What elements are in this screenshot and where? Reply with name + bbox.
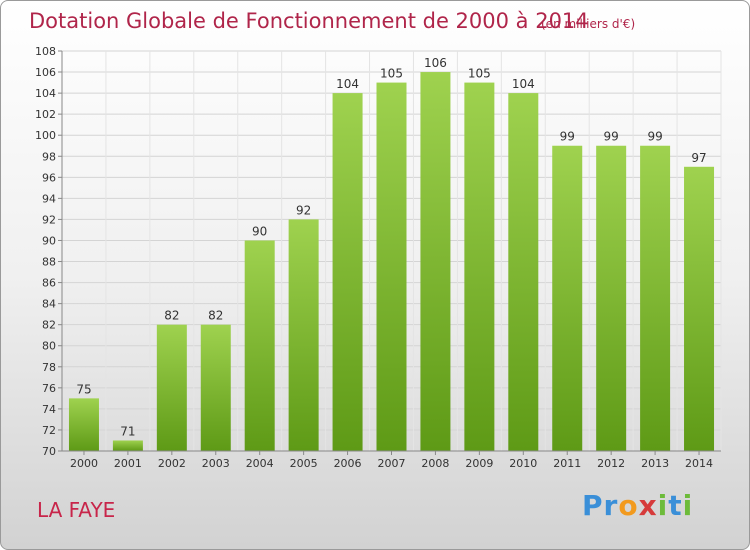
data-label: 82 (208, 309, 223, 323)
y-tick-label: 104 (35, 87, 56, 100)
y-tick-label: 106 (35, 66, 56, 79)
data-label: 105 (468, 67, 491, 81)
data-label: 75 (76, 382, 91, 396)
data-label: 99 (604, 130, 619, 144)
bar (68, 398, 99, 451)
logo-letter: t (668, 489, 683, 522)
y-tick-label: 96 (42, 171, 56, 184)
x-tick-label: 2010 (509, 457, 537, 470)
y-tick-label: 90 (42, 234, 56, 247)
y-tick-label: 72 (42, 424, 56, 437)
bar (640, 145, 671, 451)
data-label: 105 (380, 67, 403, 81)
x-tick-label: 2004 (246, 457, 274, 470)
logo-letter: i (682, 489, 694, 522)
x-tick-label: 2008 (421, 457, 449, 470)
y-tick-label: 92 (42, 213, 56, 226)
data-label: 99 (560, 130, 575, 144)
chart-subtitle: (en milliers d'€) (541, 17, 636, 31)
data-label: 104 (512, 77, 535, 91)
x-tick-label: 2002 (158, 457, 186, 470)
y-tick-label: 108 (35, 45, 56, 58)
place-name: LA FAYE (37, 498, 116, 522)
data-label: 92 (296, 203, 311, 217)
x-tick-label: 2000 (70, 457, 98, 470)
y-tick-label: 70 (42, 445, 56, 458)
data-label: 90 (252, 224, 267, 238)
x-tick-label: 2007 (378, 457, 406, 470)
y-tick-label: 82 (42, 319, 56, 332)
bar (552, 145, 583, 451)
y-tick-label: 98 (42, 150, 56, 163)
x-tick-label: 2006 (334, 457, 362, 470)
bar (684, 166, 715, 451)
y-tick-label: 94 (42, 192, 56, 205)
data-label: 71 (120, 424, 135, 438)
bar (244, 240, 275, 451)
data-label: 82 (164, 309, 179, 323)
x-tick-label: 2005 (290, 457, 318, 470)
bar (376, 82, 407, 451)
x-tick-label: 2011 (553, 457, 581, 470)
bar (420, 72, 451, 451)
y-tick-label: 80 (42, 340, 56, 353)
data-label: 104 (336, 77, 359, 91)
logo-letter: r (603, 489, 619, 522)
bar (464, 82, 495, 451)
y-tick-label: 102 (35, 108, 56, 121)
bar (596, 145, 627, 451)
x-tick-label: 2012 (597, 457, 625, 470)
y-tick-label: 84 (42, 298, 56, 311)
y-tick-label: 86 (42, 277, 56, 290)
bar (288, 219, 319, 451)
logo-letter: i (657, 489, 669, 522)
data-label: 106 (424, 56, 447, 70)
bar (156, 324, 187, 451)
x-tick-label: 2013 (641, 457, 669, 470)
chart-title: Dotation Globale de Fonctionnement de 20… (29, 9, 589, 33)
bar (112, 440, 143, 451)
y-tick-label: 78 (42, 361, 56, 374)
x-tick-label: 2009 (465, 457, 493, 470)
bar (508, 93, 539, 452)
x-tick-label: 2001 (114, 457, 142, 470)
y-tick-label: 76 (42, 382, 56, 395)
y-tick-label: 100 (35, 129, 56, 142)
data-label: 99 (647, 130, 662, 144)
data-label: 97 (691, 151, 706, 165)
x-tick-label: 2003 (202, 457, 230, 470)
y-tick-label: 74 (42, 403, 56, 416)
x-tick-label: 2014 (685, 457, 713, 470)
logo-letter: x (638, 489, 658, 522)
logo-letter: o (618, 489, 639, 522)
bar (332, 93, 363, 452)
proxiti-logo: Proxiti (582, 489, 693, 522)
logo-letter: P (582, 489, 604, 522)
bar (200, 324, 231, 451)
y-tick-label: 88 (42, 256, 56, 269)
